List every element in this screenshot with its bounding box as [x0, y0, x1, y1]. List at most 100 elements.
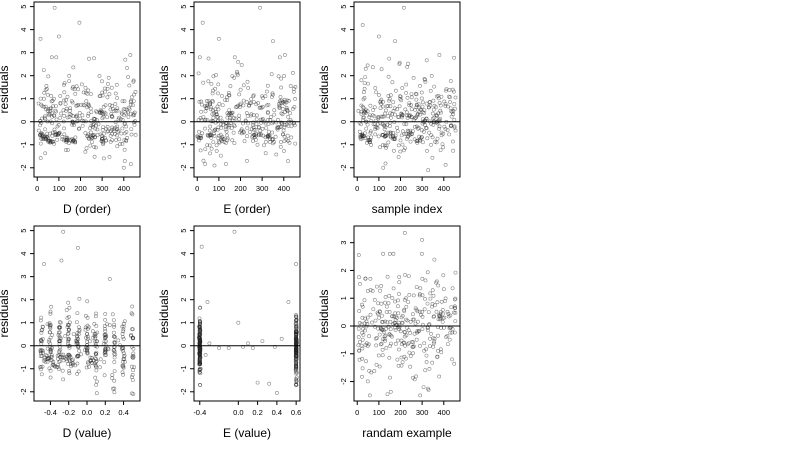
data-points [195, 5, 298, 168]
data-point [376, 353, 381, 358]
data-point [409, 92, 414, 97]
data-point [108, 107, 113, 112]
data-point [281, 128, 286, 133]
data-point [113, 102, 118, 106]
data-point [110, 312, 115, 317]
data-point [42, 96, 46, 101]
data-point [277, 55, 282, 60]
data-point [408, 128, 413, 133]
data-point [380, 353, 385, 358]
data-point [383, 333, 388, 338]
data-point [66, 300, 71, 305]
data-point [425, 136, 430, 141]
data-point [450, 139, 455, 144]
data-point [128, 53, 133, 57]
data-point [74, 84, 79, 89]
y-tick-label: 0 [19, 344, 28, 348]
data-point [121, 327, 126, 332]
data-point [428, 296, 433, 301]
data-point [256, 125, 261, 129]
data-point [115, 96, 120, 100]
data-point [443, 296, 448, 301]
data-point [57, 339, 62, 344]
data-point [90, 133, 95, 138]
data-point [408, 364, 413, 369]
data-point [122, 354, 126, 359]
data-point [47, 322, 52, 327]
data-point [208, 124, 213, 129]
data-point [386, 324, 391, 329]
data-point [438, 116, 443, 121]
data-point [66, 337, 71, 342]
data-point [39, 372, 44, 377]
data-point [388, 130, 393, 135]
data-point [58, 115, 63, 120]
data-point [48, 330, 53, 335]
data-point [370, 113, 375, 118]
y-tick-label: -1 [339, 350, 348, 357]
data-point [66, 331, 71, 336]
data-point [381, 251, 386, 256]
y-tick-label: -1 [179, 365, 188, 372]
data-point [386, 140, 391, 145]
data-point [443, 127, 448, 131]
data-point [361, 332, 366, 337]
data-point [403, 107, 408, 112]
data-point [211, 115, 216, 120]
data-point [357, 348, 362, 353]
data-point [76, 102, 81, 107]
data-point [422, 120, 427, 125]
y-tick-label: -2 [339, 164, 348, 171]
y-tick-label: 1 [19, 97, 28, 101]
data-point [286, 99, 291, 103]
data-point [104, 126, 109, 131]
data-point [196, 138, 201, 143]
data-point [397, 347, 401, 352]
data-point [294, 330, 299, 335]
data-point [379, 301, 384, 306]
data-point [397, 104, 402, 109]
data-point [431, 98, 436, 103]
data-point [205, 300, 210, 304]
data-point [403, 146, 407, 151]
data-point [274, 120, 279, 125]
data-point [443, 299, 447, 304]
data-point [360, 374, 364, 379]
data-point [420, 309, 425, 314]
data-point [359, 109, 364, 114]
data-point [80, 113, 85, 118]
data-point [404, 122, 409, 127]
data-point [198, 362, 202, 367]
data-point [216, 118, 221, 123]
data-point [245, 79, 250, 84]
data-point [416, 102, 421, 107]
data-point [395, 125, 400, 130]
data-point [94, 352, 98, 357]
data-point [97, 74, 102, 78]
data-point [100, 90, 105, 95]
data-point [49, 94, 54, 98]
y-tick-label: 0 [339, 324, 348, 328]
data-point [61, 358, 66, 363]
data-point [364, 319, 369, 324]
x-tick-label: 0 [355, 408, 359, 417]
data-point [103, 329, 108, 334]
data-point [294, 360, 299, 365]
y-tick-label: -2 [19, 388, 28, 395]
data-point [387, 293, 392, 298]
plot-frame [353, 1, 461, 178]
data-point [212, 133, 217, 138]
data-point [395, 304, 400, 309]
y-tick-label: -1 [19, 365, 28, 372]
data-point [198, 148, 203, 153]
data-point [65, 332, 70, 336]
y-tick-label: 3 [19, 275, 28, 279]
data-point [365, 122, 370, 127]
data-point [376, 301, 381, 306]
data-point [292, 123, 297, 128]
data-point [451, 148, 456, 153]
data-point [385, 320, 390, 325]
data-point [106, 347, 111, 352]
data-point [63, 102, 68, 107]
